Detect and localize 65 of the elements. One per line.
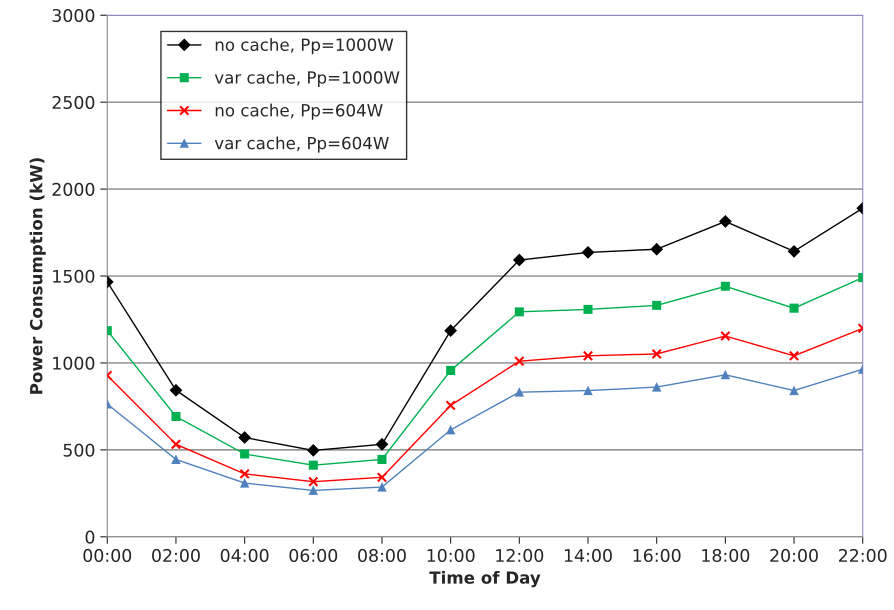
point [239, 468, 250, 480]
y-tick-label: 1000 [53, 356, 94, 370]
point [788, 350, 800, 362]
legend-label: no cache, Pp=1000W [216, 38, 394, 54]
x-tick-label: 20:00 [770, 548, 818, 562]
point [514, 388, 524, 397]
point [376, 438, 388, 451]
point [652, 382, 662, 392]
point [446, 366, 456, 375]
point [651, 348, 662, 360]
y-tick-label: 2000 [52, 182, 94, 196]
y-tick-label: 0 [86, 530, 94, 544]
point [445, 400, 456, 411]
point [788, 245, 800, 258]
point [308, 476, 319, 487]
point [650, 243, 663, 256]
y-axis-title: Power Consumption (kW) [30, 158, 46, 394]
point [582, 246, 594, 259]
point [171, 412, 180, 422]
point [514, 356, 525, 366]
point [444, 324, 457, 337]
x-tick-label: 06:00 [289, 548, 338, 562]
x-tick-label: 00:00 [83, 548, 132, 562]
point [170, 439, 182, 450]
x-tick-label: 02:00 [152, 548, 200, 562]
point [720, 282, 730, 291]
x-tick-label: 18:00 [702, 548, 750, 562]
point [652, 300, 662, 310]
point [720, 330, 731, 342]
point [514, 307, 524, 316]
point [583, 304, 593, 314]
point [307, 444, 320, 457]
point [171, 454, 180, 464]
y-tick-label: 3000 [52, 8, 94, 22]
point [790, 304, 799, 313]
point [720, 370, 730, 380]
point [238, 431, 251, 444]
point [719, 215, 732, 228]
y-tick-label: 2500 [52, 96, 94, 110]
legend-label: no cache, Pp=604W [216, 104, 383, 120]
point [790, 386, 799, 396]
point [377, 482, 386, 492]
x-tick-label: 10:00 [428, 548, 475, 562]
point [308, 460, 318, 470]
x-tick-label: 16:00 [634, 548, 681, 562]
x-tick-label: 14:00 [564, 548, 612, 562]
point [377, 454, 386, 464]
y-tick-label: 1500 [53, 270, 94, 283]
point [583, 386, 593, 396]
x-tick-label: 04:00 [220, 548, 268, 562]
legend-label: var cache, Pp=604W [214, 136, 389, 153]
point [240, 478, 250, 488]
point [170, 384, 182, 396]
legend-label: var cache, Pp=1000W [214, 70, 400, 87]
point [582, 350, 594, 362]
x-tick-label: 22:00 [838, 548, 887, 562]
point [308, 486, 318, 495]
point [513, 254, 526, 266]
y-tick-label: 500 [64, 444, 94, 457]
x-tick-label: 08:00 [358, 548, 406, 562]
point [446, 425, 456, 434]
x-tick-label: 12:00 [496, 548, 544, 562]
point [240, 450, 250, 459]
x-axis-title: Time of Day [429, 570, 540, 588]
point [376, 472, 388, 483]
